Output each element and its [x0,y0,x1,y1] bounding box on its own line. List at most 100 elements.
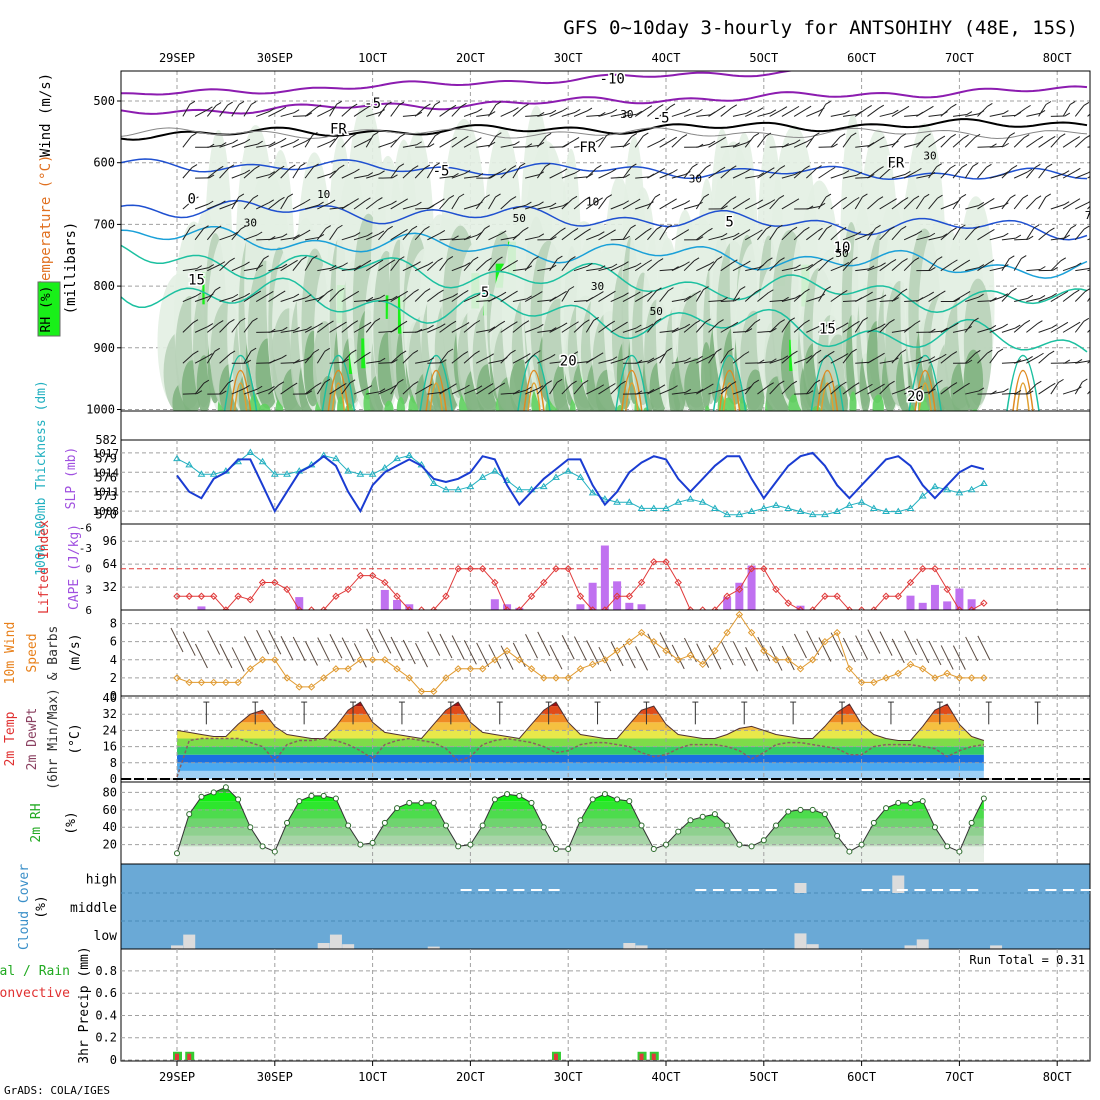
wind-barb [867,139,880,148]
wind-barb-flag [510,196,517,200]
wind-barb-flag [916,230,923,235]
cape-bar [576,604,585,610]
wind-barb [781,142,796,148]
wind-barb-flag [586,107,593,112]
wind-barb-flag [623,261,629,266]
wind-barb [329,324,342,333]
wind-barb [341,382,351,395]
thickness-tick: 582 [95,433,117,447]
thickness-point [711,504,719,511]
wind-barb-flag [789,317,795,322]
wind-barb [573,199,586,210]
wind-barb [622,113,637,117]
wind-barb [219,104,229,117]
wind-barb [793,229,805,241]
wind-barb-flag [1050,382,1056,387]
wind-barb-flag [792,350,798,355]
thickness-point [894,507,903,515]
wind-barb [219,142,233,148]
cape-bar [600,545,609,610]
rh-plume [746,369,765,411]
wind-barb-flag [757,229,763,234]
wind-barb [818,104,827,117]
wind-barb [855,234,869,241]
wind-barb-flag [476,385,483,390]
wind-barb [378,203,392,210]
wind-barb-flag [709,140,716,145]
wind-barb [659,106,671,117]
wind-barb-flag [795,294,801,299]
wind-barb [781,383,793,395]
wind-barb-flag [1064,112,1071,117]
thickness-tick: 573 [95,489,117,503]
wind-barb [647,228,657,241]
wind-barb-flag [631,163,637,168]
wind-barb-flag [291,382,298,387]
wind-barb [427,232,441,241]
wind-barb-flag [643,132,649,137]
wind-barb [378,104,387,117]
wind-barb-flag [571,380,577,385]
wind-barb-flag [281,233,288,238]
li-tick: 3 [85,583,92,596]
wind-barb-flag [268,199,275,204]
wind10-barb [243,636,257,661]
isotherm-line [121,85,1088,115]
wind-barb [243,104,252,117]
wind-barb-flag [550,109,557,114]
wind-barb [744,135,755,148]
wind-barb [304,352,315,364]
wind-barb-flag [215,286,221,291]
wind-barb [1062,104,1071,117]
wind-barb [463,175,479,179]
wind10-barb [867,629,881,654]
wind-barb [292,358,307,364]
wind-barb-flag [793,105,800,110]
wind-barb [769,146,784,148]
wind-barb-flag [770,109,777,114]
wind-barb [598,386,611,395]
wind-barb-flag [716,348,722,353]
wind-barb [818,169,831,179]
wind-barb-flag [867,291,873,296]
wind-barb [1014,358,1028,364]
wind-barb-flag [214,347,220,352]
isotherm-line [121,71,848,96]
wind10-barb [622,643,636,669]
precip-tick: 0.8 [95,964,117,978]
wind-barb [781,267,796,272]
cape-bar [967,599,976,610]
lifted-index-point [943,585,951,594]
wind-barb [194,267,209,272]
date-label-top: 6OCT [847,51,876,65]
thickness-point [380,464,389,471]
wind-barb [378,142,392,148]
wind-barb-flag [807,263,813,268]
wind-barb-flag [474,350,480,355]
wind-barb [573,231,586,241]
wind-barb-flag [722,297,728,301]
thickness-point [454,485,463,493]
wind-barb [353,140,367,148]
wind-barb [402,384,414,395]
wind-barb [928,114,943,117]
lifted-index-point [527,592,536,600]
wind-barb-flag [451,383,457,388]
wind-barb-flag [1045,193,1052,198]
wind-barb [475,197,486,210]
wind-barb [341,201,354,210]
wind-barb [194,382,205,395]
wind-barb [329,386,342,395]
wind-barb [964,136,976,148]
wind-barb [916,174,931,179]
wind-barb [231,104,240,117]
wind-barb [1075,172,1089,179]
wind10-speed-point [772,656,780,664]
wind-barb-flag [582,380,589,384]
pressure-tick-label: 800 [93,279,115,293]
wind10-speed-point [943,669,951,678]
wind-barb [561,383,572,395]
wind-barb [219,296,234,303]
wind-barb [561,354,574,364]
wind-barb [842,300,858,303]
